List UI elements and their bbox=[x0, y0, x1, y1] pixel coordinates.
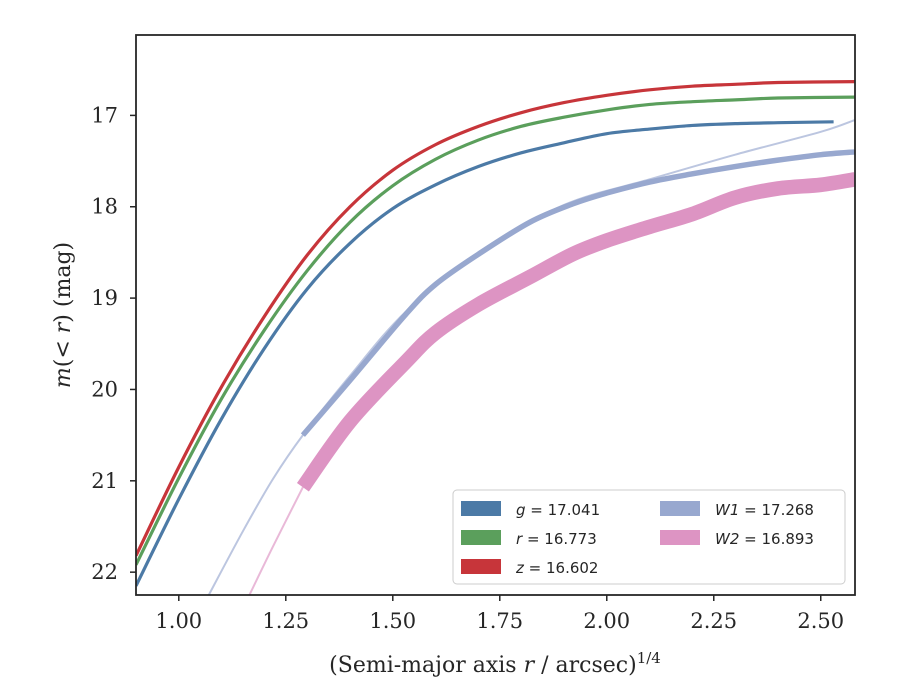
legend-swatch bbox=[461, 559, 501, 574]
y-tick-label: 21 bbox=[91, 469, 118, 493]
x-tick-label: 2.25 bbox=[690, 609, 737, 633]
legend: g = 17.041 r = 16.773 z = 16.602 W1 = 17.26… bbox=[452, 489, 846, 585]
legend-entry-z: z = 16.602 bbox=[461, 559, 598, 577]
legend-label: W1 = 17.268 bbox=[715, 501, 814, 519]
y-tick-label: 22 bbox=[91, 560, 118, 584]
x-tick-label: 1.00 bbox=[155, 609, 202, 633]
series-r bbox=[136, 95, 855, 566]
x-tick-label: 1.50 bbox=[369, 609, 416, 633]
series-band-r bbox=[136, 95, 855, 566]
legend-swatch bbox=[660, 530, 700, 545]
x-tick-label: 1.75 bbox=[476, 609, 523, 633]
series-band-g bbox=[136, 120, 834, 587]
legend-label: g = 17.041 bbox=[516, 501, 600, 519]
legend-label: r = 16.773 bbox=[516, 530, 597, 548]
legend-box bbox=[452, 489, 846, 585]
series-extrapolated-w2 bbox=[248, 486, 304, 595]
x-tick-label: 2.00 bbox=[583, 609, 630, 633]
y-tick-label: 20 bbox=[91, 377, 118, 401]
plot-area bbox=[136, 79, 855, 595]
legend-label: z = 16.602 bbox=[515, 559, 598, 577]
y-tick-label: 18 bbox=[91, 195, 118, 219]
legend-label: W2 = 16.893 bbox=[715, 530, 814, 548]
legend-entry-w1: W1 = 17.268 bbox=[660, 501, 814, 519]
legend-swatch bbox=[660, 501, 700, 516]
legend-entry-g: g = 17.041 bbox=[461, 501, 600, 519]
y-tick-label: 17 bbox=[91, 103, 118, 127]
axes-ticks: 1.00 1.25 1.50 1.75 2.00 2.25 2.50 17 18 19 20 21 22 bbox=[91, 103, 844, 633]
legend-swatch bbox=[461, 530, 501, 545]
series-w1 bbox=[300, 149, 855, 437]
series-g bbox=[136, 120, 834, 587]
series-band-z bbox=[136, 79, 855, 557]
x-axis-label: (Semi-major axis r / arcsec)1/4 bbox=[329, 649, 661, 678]
legend-entry-r: r = 16.773 bbox=[461, 530, 597, 548]
x-tick-label: 2.50 bbox=[797, 609, 844, 633]
legend-swatch bbox=[461, 501, 501, 516]
plot-frame bbox=[135, 34, 856, 596]
y-tick-label: 19 bbox=[91, 286, 118, 310]
series-w2 bbox=[296, 172, 855, 492]
y-axis-label: m(< r) (mag) bbox=[51, 242, 76, 388]
x-tick-label: 1.25 bbox=[262, 609, 309, 633]
legend-entry-w2: W2 = 16.893 bbox=[660, 530, 814, 548]
